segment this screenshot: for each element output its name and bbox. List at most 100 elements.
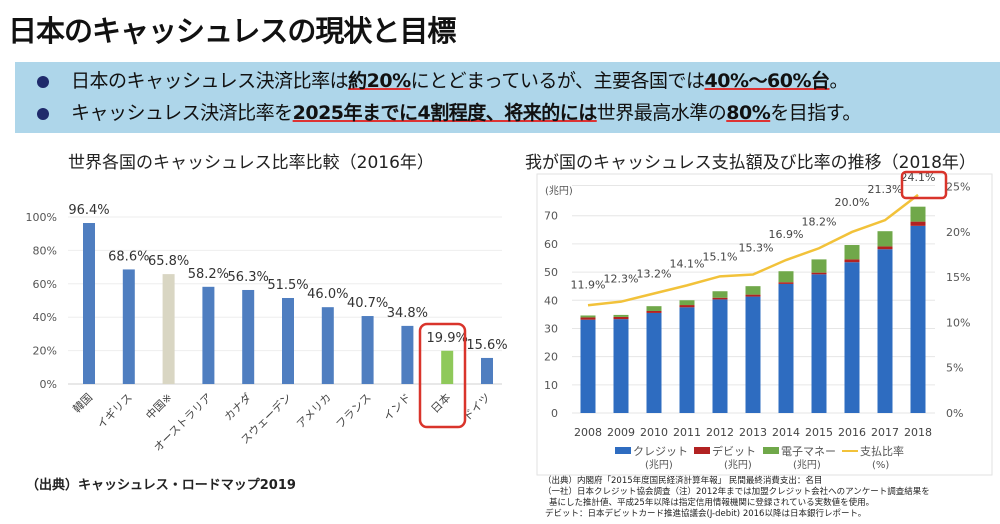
bar-電子マネー-2010 bbox=[646, 306, 662, 311]
line-data-label: 13.2% bbox=[637, 268, 672, 281]
data-label: 96.4% bbox=[68, 203, 109, 218]
bullet-text: 日本のキャッシュレス決済比率は bbox=[71, 70, 349, 92]
bar-クレジット-2018 bbox=[910, 225, 926, 413]
bar-電子マネー-2018 bbox=[910, 206, 926, 222]
x-tick-label: 2013 bbox=[739, 426, 767, 439]
y-tick-label: 40% bbox=[33, 311, 57, 324]
line-data-label: 12.3% bbox=[604, 273, 639, 286]
data-label: 46.0% bbox=[307, 287, 348, 302]
y-tick-label: 60 bbox=[544, 238, 558, 251]
x-tick-label: インド bbox=[381, 391, 414, 424]
bar-3 bbox=[202, 286, 215, 384]
note-line: （一社）日本クレジット協会調査（注）2012年までは加盟クレジット会社へのアンケ… bbox=[543, 487, 930, 497]
x-tick-label: アメリカ bbox=[294, 391, 334, 431]
legend-label: 支払比率 bbox=[860, 444, 904, 458]
bar-デビット-2016 bbox=[844, 259, 860, 263]
line-data-label: 20.0% bbox=[835, 196, 870, 209]
bullet-text: を目指す。 bbox=[770, 102, 861, 124]
x-tick-label: イギリス bbox=[95, 391, 135, 431]
y-tick-label: 0 bbox=[551, 407, 558, 420]
x-tick-label: フランス bbox=[334, 391, 374, 431]
legend-unit: (兆円) bbox=[645, 459, 673, 471]
bar-デビット-2013 bbox=[745, 294, 761, 297]
bar-4 bbox=[242, 289, 255, 384]
y-tick-label: 60% bbox=[33, 278, 57, 291]
y-tick-label: 10 bbox=[544, 379, 558, 392]
legend-label: 電子マネー bbox=[781, 445, 836, 458]
bar-デビット-2012 bbox=[712, 297, 728, 300]
bar-9 bbox=[441, 350, 454, 384]
line-data-label: 18.2% bbox=[802, 215, 837, 228]
emphasis-text: 80% bbox=[726, 102, 771, 124]
legend-unit: (%) bbox=[872, 460, 889, 471]
x-tick-label: 2009 bbox=[607, 426, 635, 439]
emphasis-text: 約20% bbox=[348, 70, 411, 92]
bar-電子マネー-2017 bbox=[877, 231, 893, 247]
y-tick-label: 50 bbox=[544, 266, 558, 279]
legend-label: デビット bbox=[712, 444, 756, 458]
x-tick-label: 2016 bbox=[838, 426, 866, 439]
bar-デビット-2014 bbox=[778, 282, 794, 284]
y-tick-label: 30 bbox=[544, 322, 558, 335]
bar-電子マネー-2015 bbox=[811, 259, 827, 273]
line-data-label: 16.9% bbox=[769, 228, 804, 241]
ratio-line bbox=[587, 193, 919, 307]
y-tick-label: 0% bbox=[40, 378, 57, 391]
x-tick-label: 2010 bbox=[640, 426, 668, 439]
bar-0 bbox=[83, 223, 95, 384]
page-title: 日本のキャッシュレスの現状と目標 bbox=[8, 14, 456, 48]
bullet-text: 。 bbox=[829, 70, 849, 92]
bar-電子マネー-2016 bbox=[844, 245, 860, 260]
bar-デビット-2010 bbox=[646, 310, 662, 313]
bar-クレジット-2016 bbox=[844, 262, 860, 413]
legend-swatch bbox=[615, 447, 631, 454]
bar-電子マネー-2011 bbox=[679, 300, 695, 306]
line-data-label: 24.1% bbox=[901, 171, 936, 184]
y-axis-unit: (兆円) bbox=[545, 185, 573, 197]
x-tick-label: カナダ bbox=[221, 390, 254, 423]
data-label: 51.5% bbox=[267, 278, 308, 293]
x-tick-label: 2015 bbox=[805, 426, 833, 439]
data-label: 58.2% bbox=[188, 267, 229, 282]
legend-label: クレジット bbox=[633, 445, 688, 458]
legend-unit: (兆円) bbox=[724, 459, 752, 471]
y2-tick-label: 15% bbox=[946, 271, 970, 284]
y-tick-label: 100% bbox=[26, 211, 57, 224]
bullet-text: にとどまっているが、主要各国では bbox=[410, 70, 705, 92]
y-tick-label: 20 bbox=[544, 351, 558, 364]
bullet-2: キャッシュレス決済比率を2025年までに4割程度、将来的には世界最高水準の80%… bbox=[37, 98, 861, 125]
x-tick-label: 2012 bbox=[706, 426, 734, 439]
bar-デビット-2011 bbox=[679, 305, 695, 308]
bar-クレジット-2017 bbox=[877, 249, 893, 413]
bullet-text: 世界最高水準の bbox=[596, 102, 727, 124]
bullet-1: 日本のキャッシュレス決済比率は約20%にとどまっているが、主要各国では40%～6… bbox=[37, 66, 849, 93]
bar-デビット-2015 bbox=[811, 272, 827, 275]
bar-クレジット-2014 bbox=[778, 283, 794, 413]
x-tick-label: 2014 bbox=[772, 426, 800, 439]
legend-swatch bbox=[763, 447, 779, 454]
data-label: 34.8% bbox=[387, 306, 428, 321]
highlight-box-2018 bbox=[900, 170, 948, 200]
data-label: 19.9% bbox=[427, 331, 468, 346]
bar-8 bbox=[401, 325, 414, 384]
left-chart-source: （出典）キャッシュレス・ロードマップ2019 bbox=[26, 478, 296, 493]
bar-電子マネー-2014 bbox=[778, 271, 794, 283]
bar-電子マネー-2012 bbox=[712, 291, 728, 298]
data-label: 40.7% bbox=[347, 296, 388, 311]
line-data-label: 15.1% bbox=[703, 250, 738, 263]
bar-10 bbox=[481, 357, 493, 384]
line-data-label: 15.3% bbox=[739, 242, 774, 255]
line-data-label: 11.9% bbox=[571, 278, 606, 291]
bar-電子マネー-2009 bbox=[613, 314, 629, 317]
y2-tick-label: 5% bbox=[946, 362, 963, 375]
highlight-box-japan bbox=[418, 322, 467, 429]
y-tick-label: 40 bbox=[544, 294, 558, 307]
bar-デビット-2008 bbox=[580, 317, 596, 320]
y2-tick-label: 25% bbox=[946, 181, 970, 194]
note-line: デビット：日本デビットカード推進協議会(J-debit) 2016以降は日本銀行… bbox=[545, 509, 867, 519]
bar-電子マネー-2013 bbox=[745, 286, 761, 295]
bullet-icon bbox=[37, 75, 49, 88]
right-chart-title: 我が国のキャッシュレス支払額及び比率の推移（2018年） bbox=[525, 153, 976, 173]
bar-クレジット-2010 bbox=[646, 312, 662, 413]
